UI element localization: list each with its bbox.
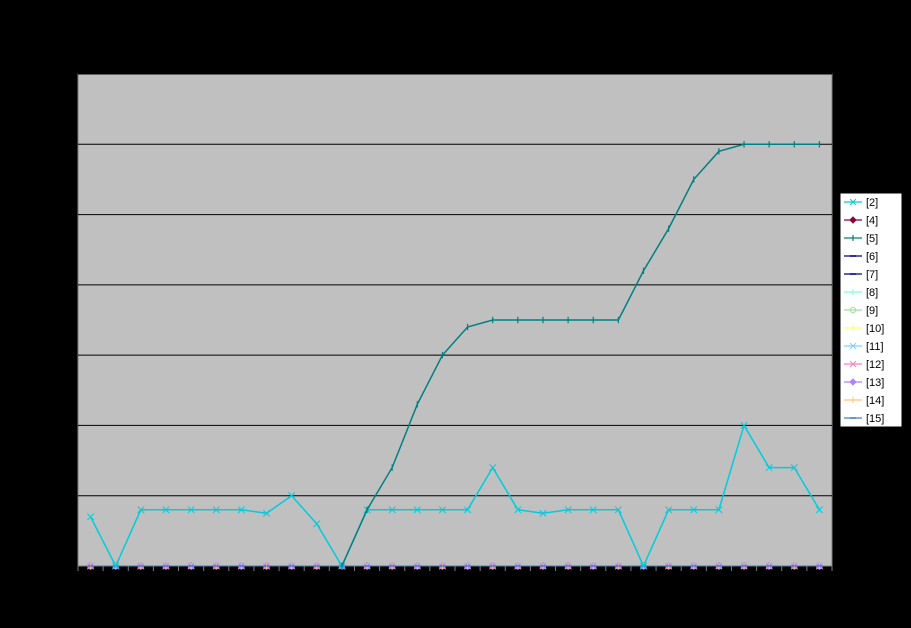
legend-label: [9] [866, 305, 878, 317]
legend-label: [2] [866, 197, 878, 209]
chart-svg: [2] [4] [5] [6] [7] [8] [9] [10] [11] [12] [13] [14… [0, 0, 911, 623]
legend-label: [5] [866, 233, 878, 245]
legend-label: [6] [866, 251, 878, 263]
legend-label: [8] [866, 287, 878, 299]
legend-label: [13] [866, 377, 884, 389]
legend-label: [15] [866, 413, 884, 425]
legend-label: [14] [866, 395, 884, 407]
legend-label: [10] [866, 323, 884, 335]
legend: [2] [4] [5] [6] [7] [8] [9] [10] [11] [12] [13] [14… [840, 193, 902, 427]
legend-label: [4] [866, 215, 878, 227]
legend-label: [11] [866, 341, 884, 353]
line-chart: [2] [4] [5] [6] [7] [8] [9] [10] [11] [12] [13] [14… [0, 0, 911, 623]
legend-label: [12] [866, 359, 884, 371]
legend-label: [7] [866, 269, 878, 281]
